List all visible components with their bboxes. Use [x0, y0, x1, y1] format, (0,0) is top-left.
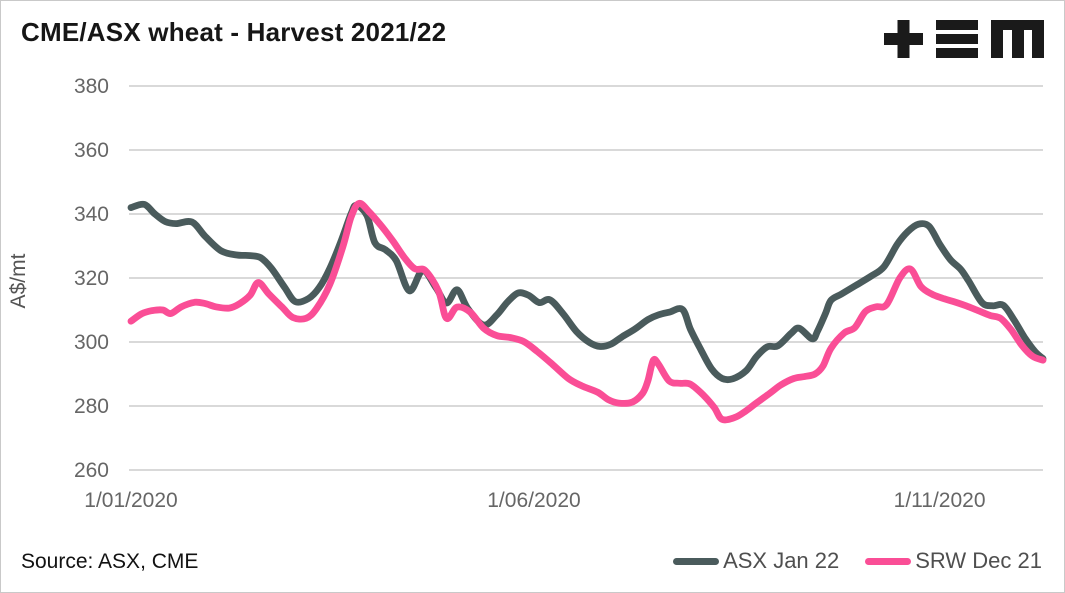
srw-line-swatch-icon	[865, 557, 912, 565]
legend-item-srw[interactable]: SRW Dec 21	[865, 548, 1042, 574]
x-tick-label-1/01/2020: 1/01/2020	[84, 489, 177, 512]
y-tick-label-300: 300	[74, 331, 109, 354]
series-line-srw	[127, 199, 1047, 424]
x-tick-label-1/11/2020: 1/11/2020	[894, 489, 986, 512]
y-tick-label-380: 380	[74, 75, 109, 98]
series-line-asx	[127, 200, 1047, 384]
chart-title: CME/ASX wheat - Harvest 2021/22	[21, 17, 447, 47]
legend-label-asx: ASX Jan 22	[723, 548, 840, 573]
y-tick-label-280: 280	[74, 395, 109, 418]
y-tick-label-320: 320	[74, 267, 109, 290]
source-note: Source: ASX, CME	[21, 550, 199, 573]
legend-label-srw: SRW Dec 21	[915, 548, 1042, 573]
y-tick-label-360: 360	[74, 139, 109, 162]
y-tick-label-340: 340	[74, 203, 109, 226]
y-tick-label-260: 260	[74, 459, 109, 482]
logo-shapes	[884, 20, 1044, 58]
tem-logo-icon	[884, 20, 1044, 58]
asx-line-swatch-icon	[673, 557, 720, 565]
x-tick-label-1/06/2020: 1/06/2020	[487, 489, 580, 512]
legend-item-asx[interactable]: ASX Jan 22	[673, 548, 839, 574]
legend: ASX Jan 22 SRW Dec 21	[673, 548, 1042, 574]
y-axis-title: A$/mt	[7, 253, 30, 309]
